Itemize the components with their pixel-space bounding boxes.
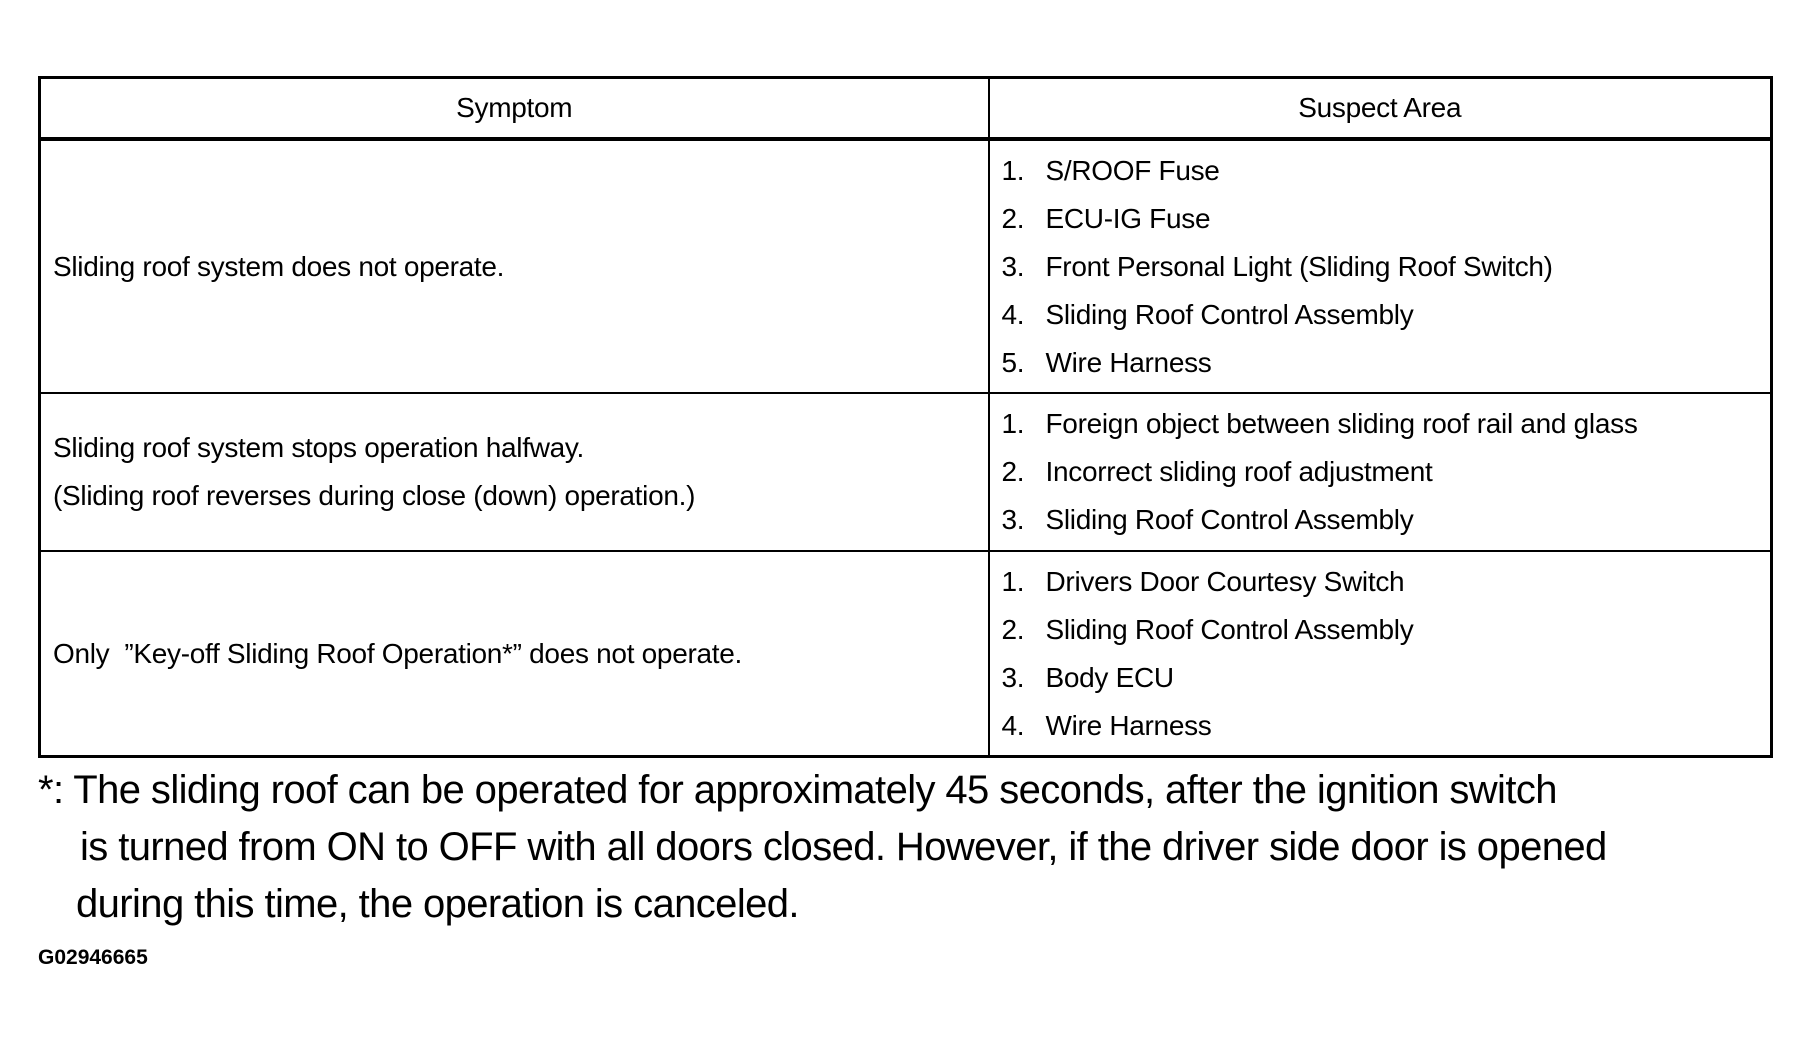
symptom-text: Only ”Key-off Sliding Roof Operation*” d… (53, 637, 742, 669)
item-number: 2. (1001, 456, 1025, 487)
item-text: Wire Harness (1045, 346, 1212, 378)
table-row: Sliding roof system stops operation half… (38, 392, 1773, 552)
symptom-text: Sliding roof system does not operate. (53, 250, 505, 282)
header-suspect-area: Suspect Area (987, 76, 1773, 141)
symptom-text: (Sliding roof reverses during close (dow… (53, 480, 696, 511)
suspect-item: 2. Sliding Roof Control Assembly (1002, 606, 1759, 654)
footnote-line: during this time, the operation is cance… (76, 882, 800, 926)
item-text: Wire Harness (1045, 709, 1212, 741)
suspect-item: 1. Foreign object between sliding roof ra… (1002, 400, 1759, 448)
symptom-cell: Only ”Key-off Sliding Roof Operation*” d… (38, 550, 990, 758)
suspect-item: 1. Drivers Door Courtesy Switch (1002, 558, 1759, 606)
item-number: 3. (1001, 250, 1025, 282)
suspect-cell: 1. Drivers Door Courtesy Switch 2. Sliding… (987, 550, 1773, 758)
item-number: 4. (1001, 709, 1025, 741)
item-text: Body ECU (1045, 661, 1175, 693)
suspect-item: 2. ECU-IG Fuse (1002, 195, 1759, 243)
suspect-item: 3. Body ECU (1002, 654, 1759, 702)
suspect-item: 4. Sliding Roof Control Assembly (1002, 291, 1759, 339)
item-text: Drivers Door Courtesy Switch (1045, 565, 1405, 597)
item-text: S/ROOF Fuse (1045, 154, 1220, 186)
suspect-item: 5. Wire Harness (1002, 339, 1759, 387)
item-number: 5. (1001, 346, 1025, 378)
symptom-table: Symptom Suspect Area Sliding roof system… (38, 76, 1773, 758)
item-number: 1. (1001, 565, 1025, 597)
item-text: Sliding Roof Control Assembly (1045, 298, 1414, 330)
table-row: Only ”Key-off Sliding Roof Operation*” d… (38, 550, 1773, 758)
suspect-cell: 1. S/ROOF Fuse 2. ECU-IG Fuse 3. Front Pers… (987, 138, 1773, 394)
item-text: Incorrect sliding roof adjustment (1045, 456, 1433, 487)
item-number: 4. (1001, 298, 1025, 330)
item-text: Foreign object between sliding roof rail… (1045, 408, 1638, 439)
symptom-text: Sliding roof system stops operation half… (53, 432, 584, 463)
item-number: 3. (1001, 504, 1025, 535)
item-number: 1. (1001, 408, 1025, 439)
table-row: Sliding roof system does not operate. 1.… (38, 138, 1773, 394)
item-number: 2. (1001, 202, 1025, 234)
symptom-cell: Sliding roof system does not operate. (38, 138, 990, 394)
item-number: 1. (1001, 154, 1025, 186)
suspect-item: 2. Incorrect sliding roof adjustment (1002, 448, 1759, 496)
suspect-item: 3. Front Personal Light (Sliding Roof Swi… (1002, 243, 1759, 291)
item-text: Sliding Roof Control Assembly (1045, 613, 1414, 645)
symptom-cell: Sliding roof system stops operation half… (38, 392, 990, 552)
footnote-line: The sliding roof can be operated for app… (73, 768, 1557, 812)
footnote-line: is turned from ON to OFF with all doors … (80, 825, 1607, 869)
suspect-item: 3. Sliding Roof Control Assembly (1002, 496, 1759, 544)
item-text: ECU-IG Fuse (1045, 202, 1211, 234)
suspect-cell: 1. Foreign object between sliding roof ra… (987, 392, 1773, 552)
footnote-marker: *: (38, 768, 64, 812)
suspect-item: 1. S/ROOF Fuse (1002, 147, 1759, 195)
item-text: Sliding Roof Control Assembly (1045, 504, 1414, 535)
item-number: 2. (1001, 613, 1025, 645)
item-number: 3. (1001, 661, 1025, 693)
table-header-row: Symptom Suspect Area (38, 76, 1773, 141)
footnote: *: The sliding roof can be operated for … (38, 762, 1607, 933)
suspect-item: 4. Wire Harness (1002, 702, 1759, 750)
header-symptom: Symptom (38, 76, 990, 141)
item-text: Front Personal Light (Sliding Roof Switc… (1045, 250, 1554, 282)
figure-code: G02946665 (38, 946, 148, 969)
